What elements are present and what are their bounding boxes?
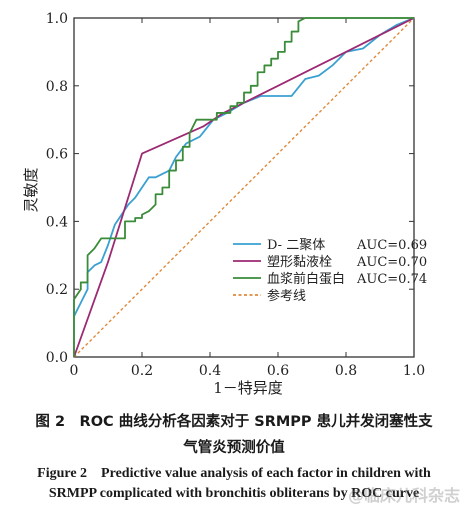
origin-label: 0 xyxy=(70,363,79,379)
x-axis-label: 1－特异度 xyxy=(213,379,283,397)
y-tick-label: 0.6 xyxy=(46,147,68,163)
figure-caption-cn: 图 2 ROC 曲线分析各因素对于 SRMPP 患儿并发闭塞性支 xyxy=(35,414,433,430)
x-tick-label: 0.4 xyxy=(199,363,221,379)
y-axis-label: 灵敏度 xyxy=(22,167,40,212)
plot-frame xyxy=(73,17,415,358)
x-tick-label: 0.6 xyxy=(267,363,289,379)
x-tick-label: 1.0 xyxy=(403,363,425,379)
x-tick-label: 0.2 xyxy=(131,363,153,379)
legend-label: D- 二聚体 xyxy=(267,238,325,253)
x-tick-label: 0.8 xyxy=(335,363,357,379)
y-tick-label: 1.0 xyxy=(46,11,68,27)
y-tick-label: 0.2 xyxy=(46,282,68,298)
y-tick-label: 0.4 xyxy=(46,214,68,230)
legend-auc: AUC=0.69 xyxy=(356,238,427,253)
series-line-2 xyxy=(73,17,414,357)
legend-label: 血浆前白蛋白 xyxy=(267,271,345,287)
figure-caption-en-continued: SRMPP complicated with bronchitis oblite… xyxy=(48,486,420,501)
watermark: @临床儿科杂志 xyxy=(347,486,460,505)
legend-auc: AUC=0.74 xyxy=(356,272,427,287)
figure-caption-en: Figure 2 Predictive value analysis of ea… xyxy=(37,466,431,481)
legend-auc: AUC=0.70 xyxy=(356,255,427,270)
y-tick-label: 0.8 xyxy=(46,79,68,95)
roc-chart: 0.0 0.2 0.4 0.6 0.8 1.0 0.2 0.4 0.6 0.8 1.0 0 灵敏度 1… xyxy=(22,11,427,397)
series-line-1 xyxy=(73,17,415,358)
y-tick-label: 0.0 xyxy=(46,350,68,366)
figure-caption-cn-continued: 气管炎预测价值 xyxy=(183,440,285,456)
legend: D- 二聚体 AUC=0.69 塑形黏液栓 AUC=0.70 血浆前白蛋白 AUC=0.7… xyxy=(233,238,427,304)
series-line-0 xyxy=(73,17,415,317)
legend-label: 参考线 xyxy=(267,288,306,304)
series-line-3 xyxy=(73,17,415,358)
legend-label: 塑形黏液栓 xyxy=(267,254,332,270)
